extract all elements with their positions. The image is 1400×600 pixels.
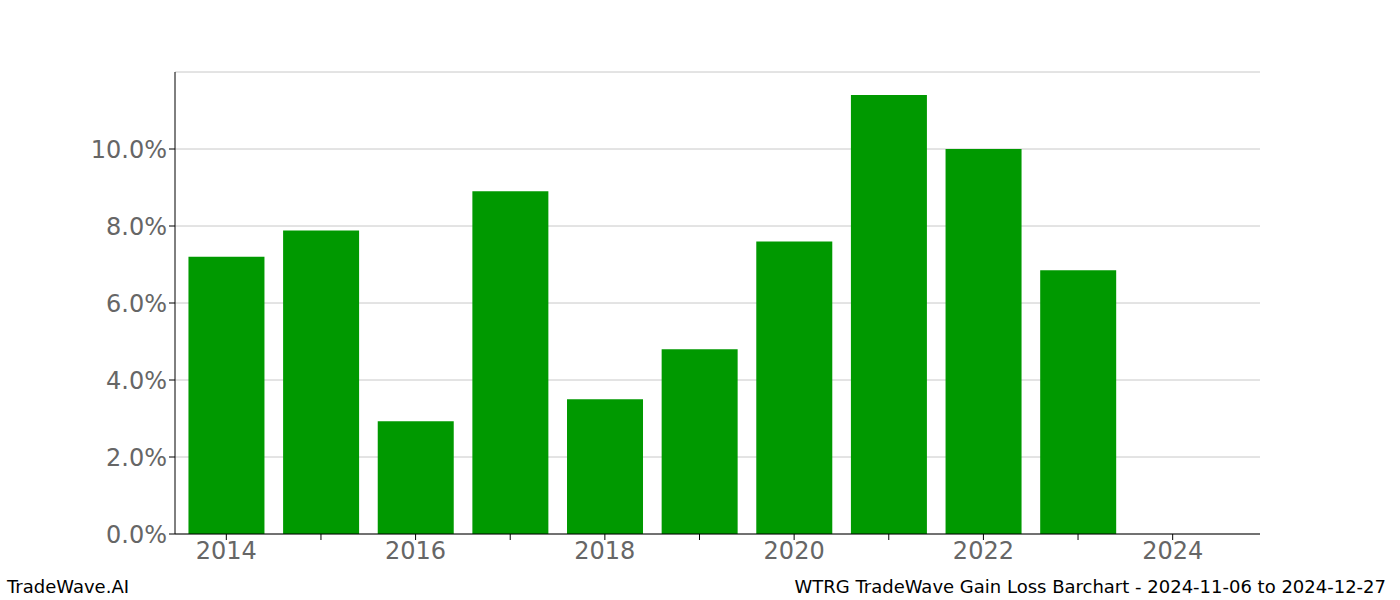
svg-text:6.0%: 6.0%	[106, 290, 167, 318]
svg-text:2016: 2016	[385, 537, 446, 565]
svg-text:2020: 2020	[764, 537, 825, 565]
svg-text:2.0%: 2.0%	[106, 444, 167, 472]
svg-text:2018: 2018	[574, 537, 635, 565]
svg-text:8.0%: 8.0%	[106, 213, 167, 241]
svg-text:2024: 2024	[1142, 537, 1203, 565]
html-text:TradeWave.AI: TradeWave.AI	[7, 576, 129, 597]
svg-text:10.0%: 10.0%	[91, 136, 167, 164]
svg-text:2022: 2022	[953, 537, 1014, 565]
html-text:WTRG TradeWave Gain Loss Barch: WTRG TradeWave Gain Loss Barchart - 2024…	[794, 576, 1386, 597]
svg-text:2014: 2014	[196, 537, 257, 565]
svg-text:4.0%: 4.0%	[106, 367, 167, 395]
svg-text:0.0%: 0.0%	[106, 521, 167, 549]
